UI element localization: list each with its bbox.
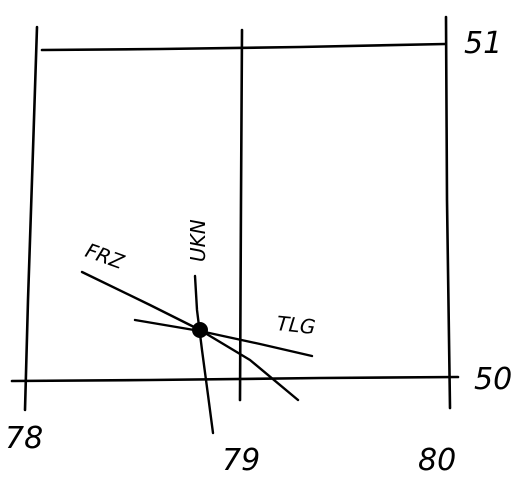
lon-label-79: 79 bbox=[222, 443, 260, 478]
lon-line-78 bbox=[23, 25, 39, 412]
lon-line-80 bbox=[444, 15, 452, 410]
lat-label-51: 51 bbox=[464, 26, 502, 61]
lat-line-51 bbox=[40, 42, 447, 52]
bearing-line-ukn bbox=[193, 274, 215, 435]
station-label-tlg: TLG bbox=[275, 311, 316, 339]
station-label-frz: FRZ bbox=[82, 238, 128, 274]
lat-label-50: 50 bbox=[474, 362, 512, 397]
lon-label-78: 78 bbox=[5, 421, 43, 456]
station-label-ukn: UKN bbox=[186, 219, 210, 262]
grid-lines bbox=[10, 15, 460, 412]
bearing-lines bbox=[80, 270, 314, 435]
bearing-line-tlg bbox=[133, 318, 314, 358]
lon-line-79 bbox=[238, 28, 244, 402]
lat-line-50 bbox=[10, 375, 460, 383]
lon-label-80: 80 bbox=[418, 443, 456, 478]
fix-point bbox=[192, 322, 208, 338]
